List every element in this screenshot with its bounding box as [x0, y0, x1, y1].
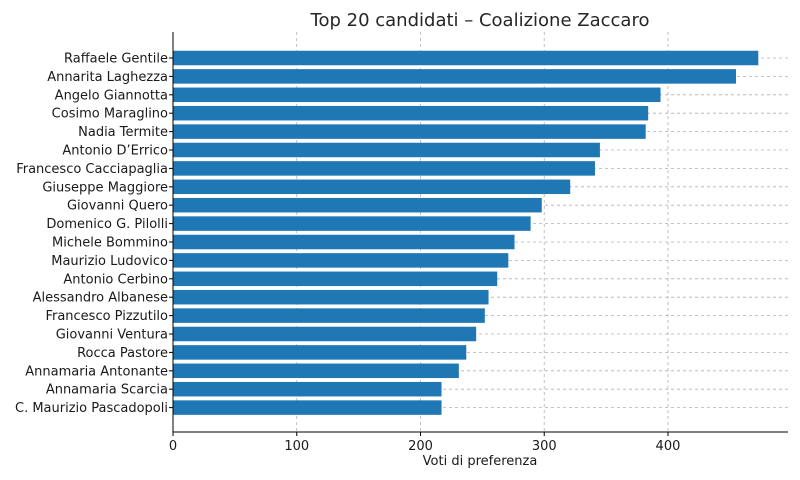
y-tick-label: Domenico G. Pilolli — [46, 217, 168, 232]
bar-giovanni-ventura — [173, 326, 477, 342]
chart-title: Top 20 candidati – Coalizione Zaccaro — [310, 10, 650, 31]
bar-c-maurizio-pascadopoli — [173, 400, 442, 415]
bar-francesco-cacciapaglia — [173, 161, 595, 176]
y-tick-label: Annarita Laghezza — [47, 70, 168, 85]
y-tick-label: Antonio D’Errico — [62, 144, 168, 159]
y-tick-label: Giuseppe Maggiore — [42, 180, 168, 195]
bar-annamaria-antonante — [173, 363, 459, 379]
y-tick-label: Annamaria Scarcia — [46, 383, 168, 398]
y-tick-label: C. Maurizio Pascadopoli — [15, 401, 168, 416]
bar-nadia-termite — [173, 124, 646, 139]
x-tick-label: 0 — [169, 439, 177, 454]
x-tick-label: 200 — [408, 439, 433, 454]
bar-giuseppe-maggiore — [173, 179, 571, 195]
y-tick-label: Michele Bommino — [52, 236, 168, 251]
bar-alessandro-albanese — [173, 289, 489, 305]
y-tick-label: Antonio Cerbino — [63, 272, 168, 287]
bar-cosimo-maraglino — [173, 105, 649, 121]
x-tick-label: 300 — [532, 439, 557, 454]
y-tick-label: Francesco Cacciapaglia — [16, 162, 168, 177]
x-axis-title: Voti di preferenza — [423, 454, 538, 469]
y-tick-label: Rocca Pastore — [77, 346, 168, 361]
x-tick-labels: 0 100 200 300 400 — [169, 432, 681, 454]
x-tick-label: 100 — [284, 439, 309, 454]
bar-rocca-pastore — [173, 345, 467, 360]
bar-antonio-d-errico — [173, 142, 600, 158]
y-tick-label: Raffaele Gentile — [64, 52, 168, 67]
y-tick-label: Giovanni Ventura — [56, 328, 168, 343]
bar-francesco-pizzutilo — [173, 308, 485, 323]
bar-domenico-g-pilolli — [173, 216, 531, 231]
bar-michele-bommino — [173, 234, 515, 250]
y-tick-label: Giovanni Quero — [67, 199, 168, 214]
y-tick-label: Francesco Pizzutilo — [45, 309, 168, 324]
y-tick-label: Angelo Giannotta — [55, 88, 168, 103]
y-tick-label: Alessandro Albanese — [33, 291, 168, 306]
bar-annamaria-scarcia — [173, 381, 442, 397]
bar-angelo-giannotta — [173, 87, 661, 103]
bar-annarita-laghezza — [173, 69, 737, 84]
bar-giovanni-quero — [173, 197, 542, 213]
y-tick-label: Maurizio Ludovico — [51, 254, 168, 269]
y-tick-label: Cosimo Maraglino — [52, 107, 168, 122]
bar-maurizio-ludovico — [173, 253, 509, 268]
y-tick-labels: Raffaele Gentile Annarita Laghezza Angelo … — [15, 52, 173, 416]
x-tick-label: 400 — [656, 439, 681, 454]
bar-raffaele-gentile — [173, 50, 759, 66]
bar-antonio-cerbino — [173, 271, 498, 287]
bars-layer — [173, 50, 759, 415]
y-tick-label: Annamaria Antonante — [25, 364, 168, 379]
y-tick-label: Nadia Termite — [78, 125, 168, 140]
